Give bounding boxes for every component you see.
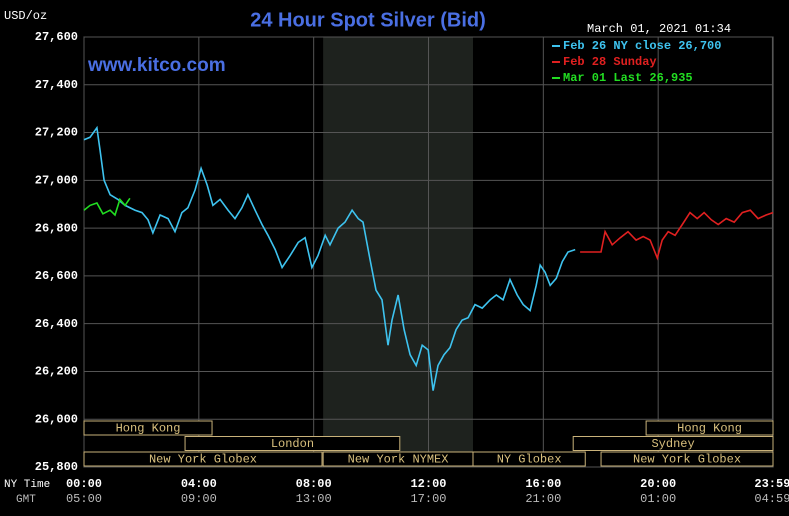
unit-label: USD/oz	[4, 9, 47, 23]
x-tick-label: 00:00	[66, 477, 102, 491]
session-label: New York NYMEX	[348, 453, 449, 467]
x-tick-label: 08:00	[296, 477, 332, 491]
x-tick-label: 23:59	[754, 477, 789, 491]
x-row-label: GMT	[16, 494, 36, 506]
series-line	[580, 209, 774, 261]
gmt-tick-label: 04:59	[754, 492, 789, 506]
session-box	[472, 451, 586, 467]
y-tick-label: 27,600	[35, 30, 78, 44]
y-tick-label: 27,000	[35, 174, 78, 188]
x-tick-label: 20:00	[640, 477, 676, 491]
gmt-tick-label: 21:00	[525, 492, 561, 506]
shaded-region	[323, 37, 473, 467]
session-label: New York Globex	[149, 453, 257, 467]
x-tick-label: 04:00	[181, 477, 217, 491]
session-label: NY Globex	[497, 453, 562, 467]
session-box	[600, 451, 774, 467]
x-row-label: NY Time	[4, 479, 50, 491]
legend-label: Mar 01 Last 26,935	[563, 71, 693, 85]
watermark: www.kitco.com	[87, 55, 226, 76]
gmt-tick-label: 17:00	[410, 492, 446, 506]
series-line	[83, 125, 576, 391]
gmt-tick-label: 13:00	[296, 492, 332, 506]
session-box	[645, 420, 774, 436]
session-box	[83, 420, 213, 436]
y-tick-label: 26,400	[35, 317, 78, 331]
legend-label: Feb 26 NY close 26,700	[563, 39, 721, 53]
gmt-tick-label: 09:00	[181, 492, 217, 506]
session-box	[83, 451, 323, 467]
y-tick-label: 25,800	[35, 460, 78, 474]
gmt-tick-label: 05:00	[66, 492, 102, 506]
y-tick-label: 27,200	[35, 126, 78, 140]
x-tick-label: 12:00	[410, 477, 446, 491]
chart-title: 24 Hour Spot Silver (Bid)	[250, 9, 486, 31]
y-tick-label: 26,000	[35, 412, 78, 426]
series-line	[83, 197, 131, 217]
session-label: Sydney	[651, 437, 694, 451]
session-label: London	[271, 437, 314, 451]
session-box	[572, 436, 774, 451]
timestamp: March 01, 2021 01:34	[587, 22, 731, 36]
gmt-tick-label: 01:00	[640, 492, 676, 506]
session-label: Hong Kong	[116, 422, 181, 436]
x-tick-label: 16:00	[525, 477, 561, 491]
y-tick-label: 26,800	[35, 221, 78, 235]
y-tick-label: 26,200	[35, 365, 78, 379]
legend-label: Feb 28 Sunday	[563, 55, 657, 69]
session-box	[184, 436, 401, 451]
y-tick-label: 26,600	[35, 269, 78, 283]
y-tick-label: 27,400	[35, 78, 78, 92]
session-label: Hong Kong	[677, 422, 742, 436]
session-label: New York Globex	[633, 453, 741, 467]
